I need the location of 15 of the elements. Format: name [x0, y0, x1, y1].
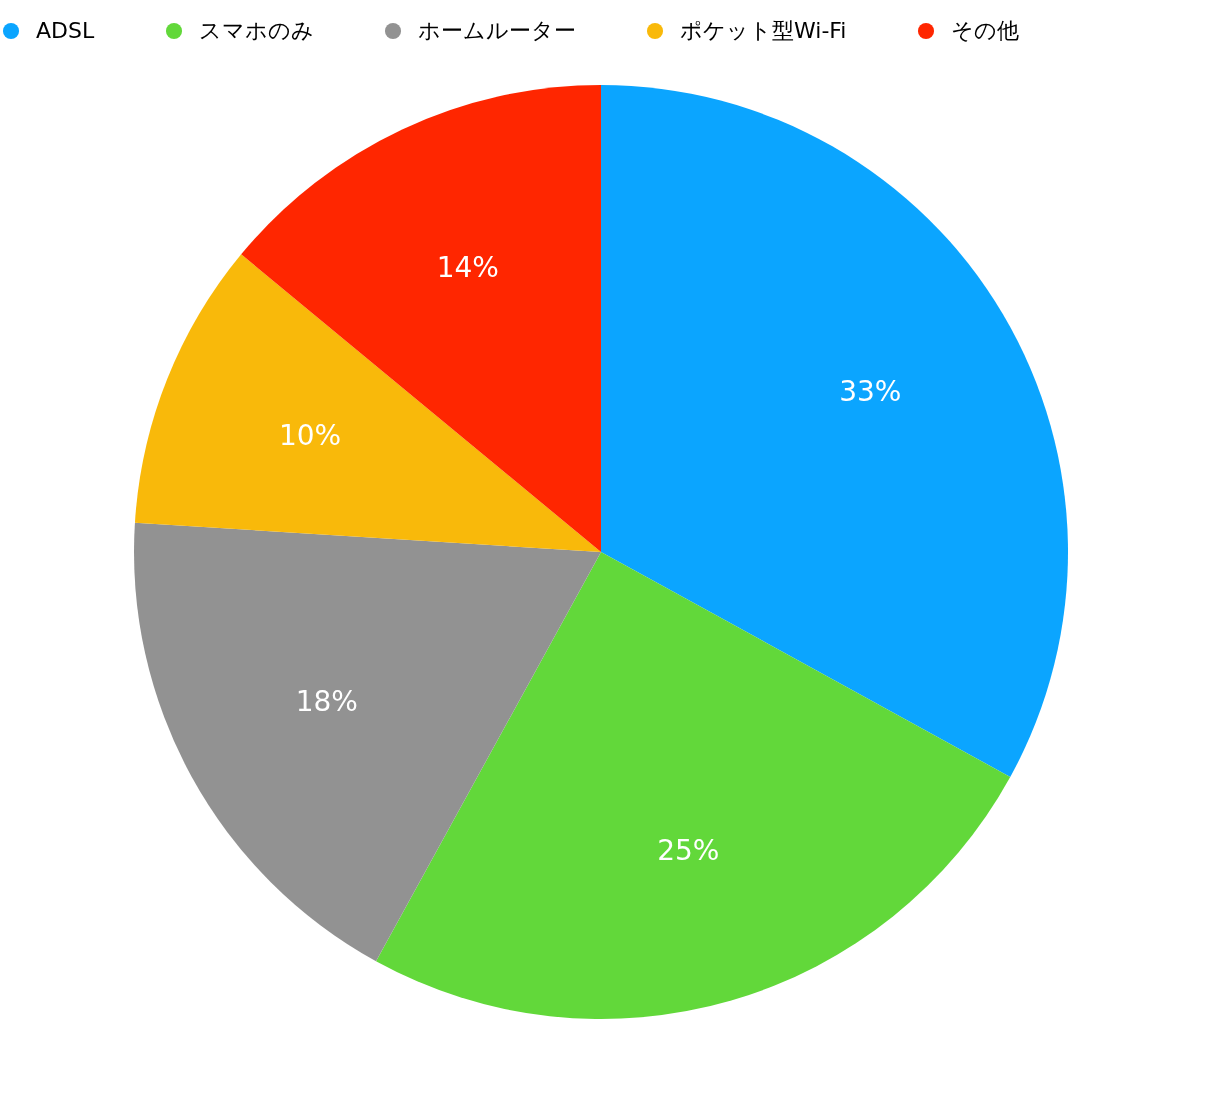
- pie-slice: [241, 85, 601, 552]
- data-label: 33%: [839, 374, 902, 408]
- data-label: 14%: [436, 250, 499, 284]
- legend-label: ポケット型Wi-Fi: [680, 18, 847, 43]
- legend-label: ホームルーター: [418, 18, 576, 43]
- legend-label: スマホのみ: [199, 18, 314, 43]
- data-label: 10%: [278, 418, 342, 452]
- data-label: 18%: [295, 684, 358, 718]
- legend-label: ADSL: [36, 18, 95, 43]
- data-label: 25%: [657, 834, 720, 868]
- pie-slice: [134, 254, 601, 552]
- pie-slice: [601, 85, 1068, 777]
- pie-slice: [134, 522, 601, 962]
- pie-slice: [376, 552, 1011, 1019]
- legend-label: その他: [951, 18, 1019, 43]
